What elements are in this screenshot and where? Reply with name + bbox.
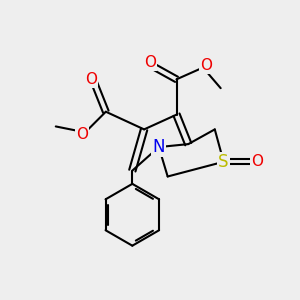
Text: N: N bbox=[153, 138, 165, 156]
Text: O: O bbox=[85, 72, 97, 87]
Text: S: S bbox=[218, 153, 229, 171]
Text: O: O bbox=[144, 55, 156, 70]
Text: O: O bbox=[251, 154, 263, 169]
Text: O: O bbox=[200, 58, 212, 73]
Text: O: O bbox=[76, 127, 88, 142]
